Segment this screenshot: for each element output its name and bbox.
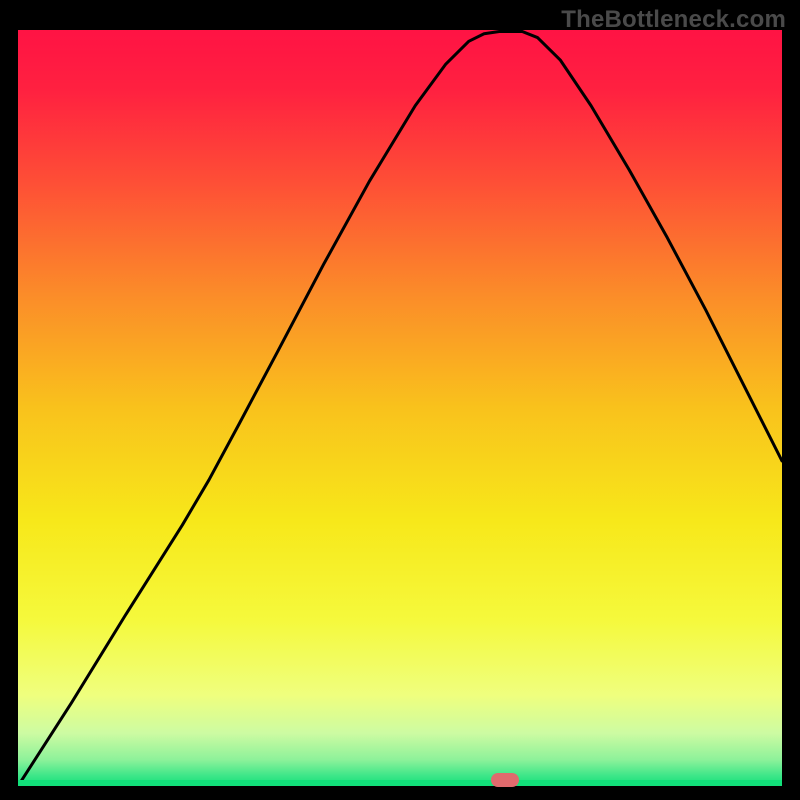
chart-frame: TheBottleneck.com — [0, 0, 800, 800]
baseline-bar — [18, 780, 782, 786]
bottleneck-marker — [491, 773, 519, 787]
plot-svg — [18, 30, 782, 786]
watermark-text: TheBottleneck.com — [561, 6, 786, 34]
plot-area — [18, 30, 782, 786]
